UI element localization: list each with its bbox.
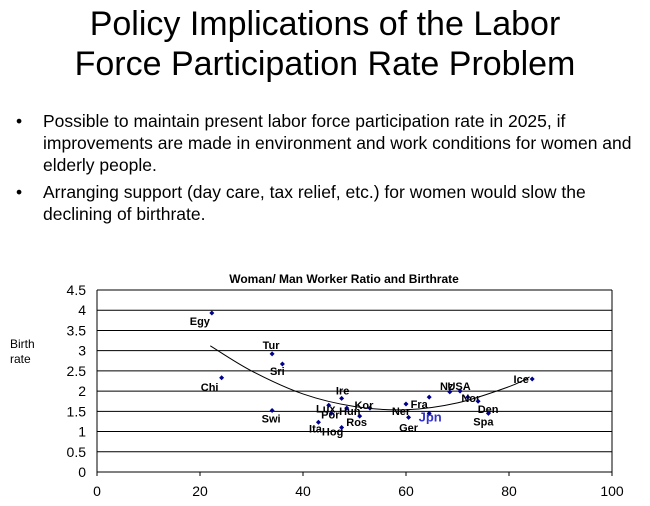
data-label-chi: Chi [201,382,219,394]
x-tick-label: 20 [192,483,208,499]
data-label-usa: USA [447,381,470,393]
data-point-ner [403,401,409,407]
data-point-nz [447,389,453,395]
data-point-sri [279,361,285,367]
data-label-den: Den [478,404,499,416]
data-point-egy [209,310,215,316]
data-point-nor [465,394,471,400]
data-point-tur [269,351,275,357]
data-point-lux [326,402,332,408]
trendline [210,345,530,411]
data-point-spa [485,410,491,416]
data-point-chi [219,375,225,381]
data-point-ger [406,414,412,420]
data-label-hun: Hun [339,406,361,418]
y-tick-label: 1 [78,424,86,440]
data-label-nz: Nz [440,381,454,393]
data-label-ire: Ire [336,385,349,397]
data-point-kor [367,405,373,411]
data-label-ice: Ice [514,374,529,386]
chart-y-axis-label: Birth rate [10,337,50,367]
data-label-kor: Kor [354,400,374,412]
grid [97,289,612,473]
bullet-item: • Arranging support (day care, tax relie… [14,181,644,225]
data-point-hog [339,425,345,431]
data-point-jpn [426,410,432,416]
y-tick-label: 4 [78,302,86,318]
bullet-list: • Possible to maintain present labor for… [14,110,644,230]
y-tick-label: 4.5 [67,282,87,298]
data-label-jpn: Jpn [419,409,442,424]
y-tick-label: 0 [78,464,86,480]
x-tick-label: 80 [501,483,517,499]
data-label-tur: Tur [263,340,281,352]
data-point-usa [457,388,463,394]
scatter-chart: Woman/ Man Worker Ratio and Birthrate 00… [67,272,624,499]
bullet-item: • Possible to maintain present labor for… [14,110,644,176]
y-tick-label: 0.5 [67,444,87,460]
data-label-ger: Ger [399,422,419,434]
y-axis-label-line-2: rate [10,352,31,366]
data-label-por: Por [321,409,340,421]
trendline-curve [210,345,530,411]
axes: 0 0.5 1 1.5 2 2.5 3 3.5 4 4.5 0 20 40 60 80 100 [67,282,624,499]
x-tick-label: 40 [295,483,311,499]
data-label-swi: Swi [262,414,281,426]
data-point-ita [315,419,321,425]
slide-title-line-2: Force Participation Rate Problem [74,45,576,83]
data-point-por [328,410,334,416]
x-tick-label: 100 [600,483,624,499]
y-tick-label: 2 [78,383,86,399]
x-tick-label: 60 [398,483,414,499]
bullet-text: Arranging support (day care, tax relief,… [43,182,586,224]
slide-title: Policy Implications of the Labor Force P… [0,4,650,84]
chart-title: Woman/ Man Worker Ratio and Birthrate [229,272,459,286]
data-point-ice [529,376,535,382]
data-label-sri: Sri [270,366,285,378]
y-tick-label: 2.5 [67,363,87,379]
bullet-text: Possible to maintain present labor force… [43,111,632,175]
data-point-fra [426,394,432,400]
data-label-egy: Egy [190,316,211,328]
data-label-ner: Ner [392,406,411,418]
y-tick-label: 3 [78,343,86,359]
data-label-nor: Nor [461,393,481,405]
data-label-spa: Spa [473,416,494,428]
data-label-ros: Ros [346,417,367,429]
data-point-ros [357,413,363,419]
y-tick-label: 3.5 [67,322,87,338]
data-label-fra: Fra [411,399,429,411]
slide-title-line-1: Policy Implications of the Labor [89,5,561,43]
x-tick-label: 0 [93,483,101,499]
y-axis-label-line-1: Birth [10,337,35,351]
data-point-hun [344,405,350,411]
data-point-ire [339,395,345,401]
bullet-icon: • [16,182,23,202]
data-point-den [475,398,481,404]
data-point-swi [269,408,275,414]
bullet-icon: • [16,111,23,131]
data-label-hog: Hog [322,427,343,439]
y-tick-label: 1.5 [67,403,87,419]
data-label-ita: Ita [309,423,323,435]
